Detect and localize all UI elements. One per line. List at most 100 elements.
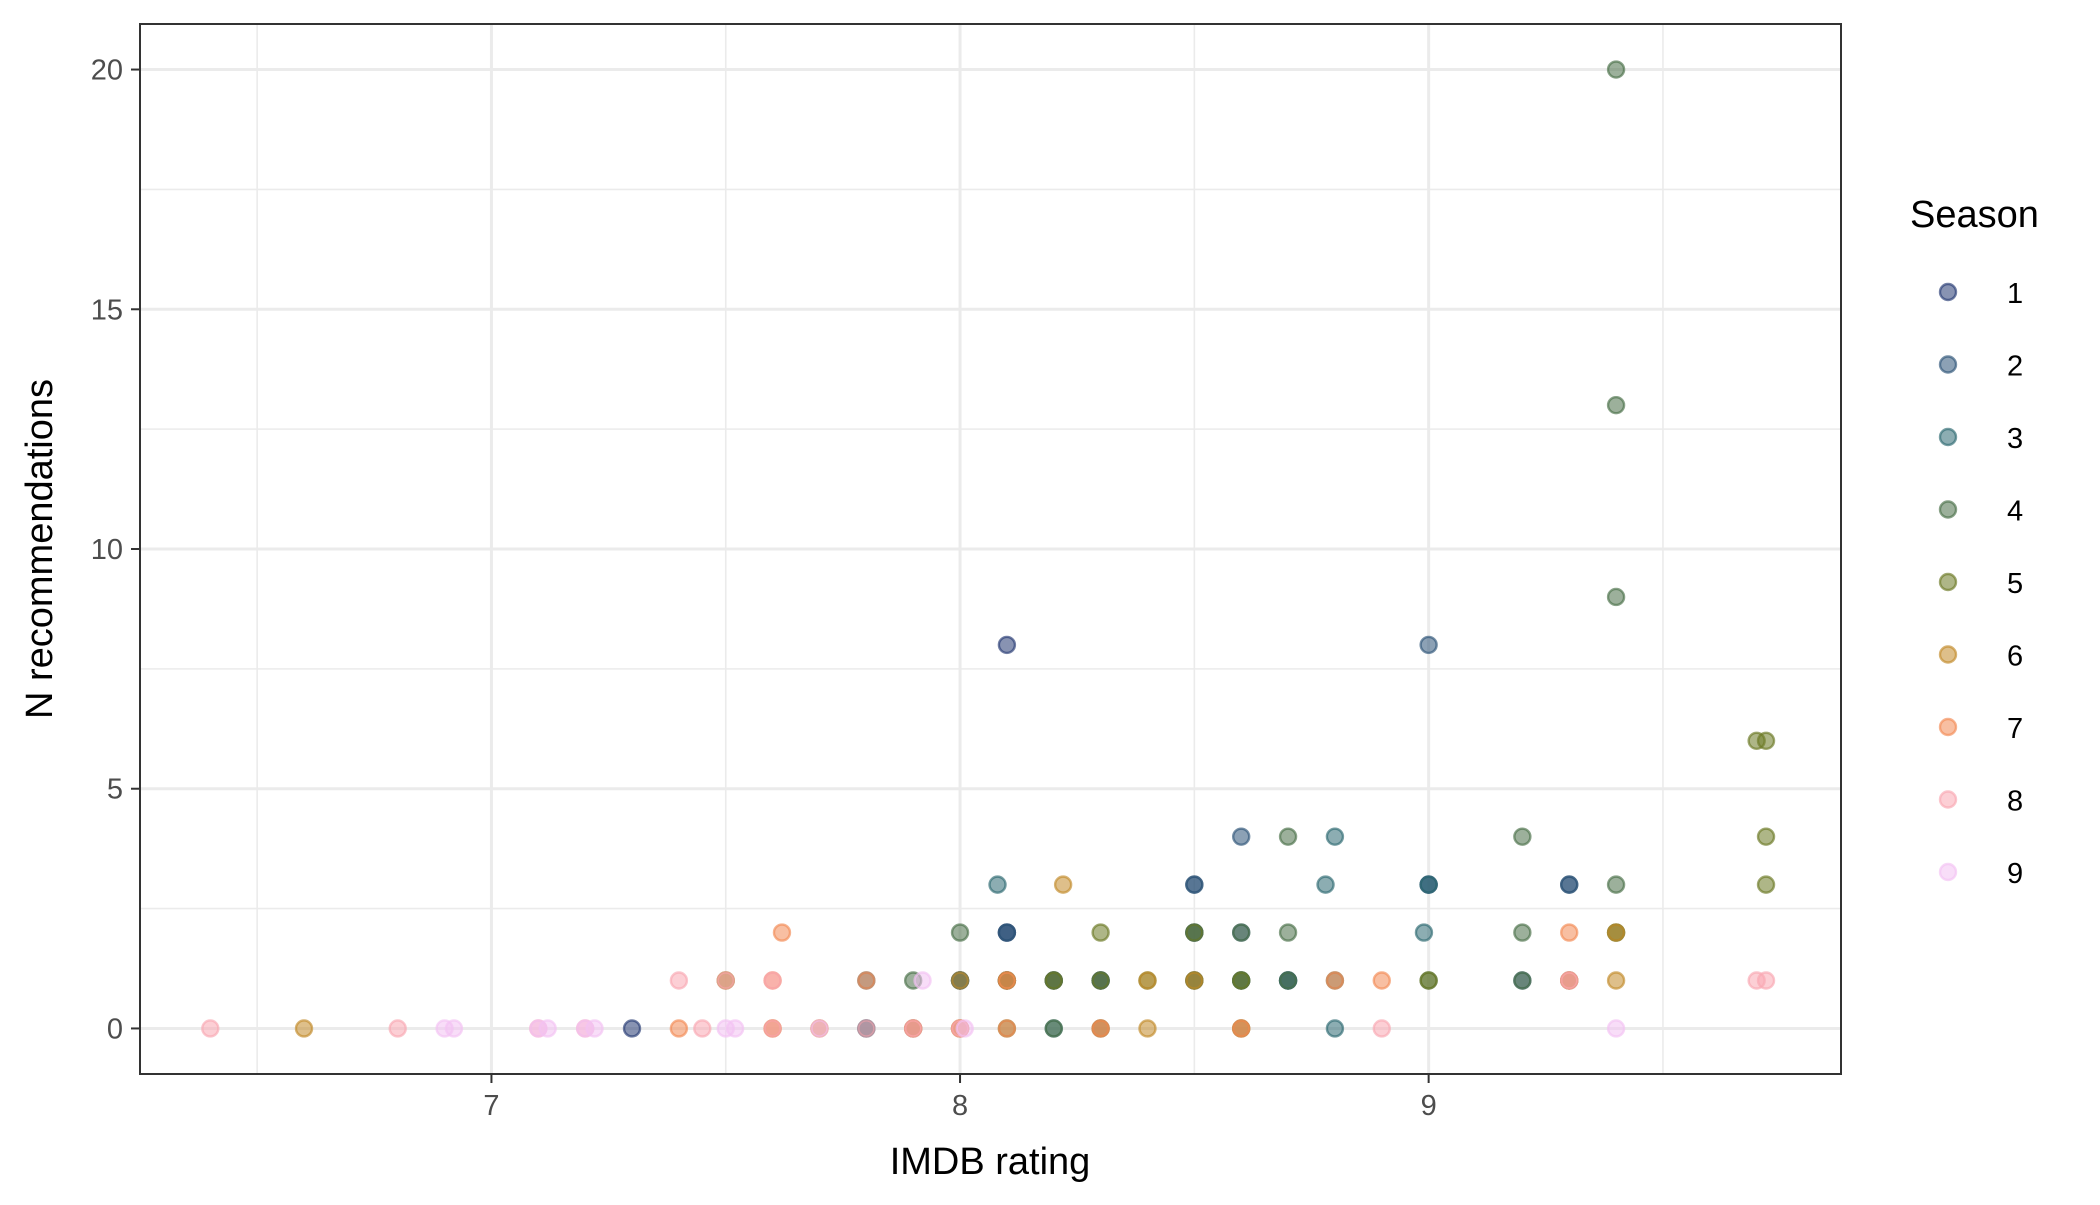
data-point-season-4 bbox=[1278, 827, 1298, 846]
data-point-season-5 bbox=[1756, 731, 1776, 750]
data-point-season-3 bbox=[988, 875, 1007, 894]
data-point-season-8 bbox=[857, 1019, 876, 1038]
legend-key-season-9 bbox=[1938, 862, 1958, 882]
data-point-season-7 bbox=[1091, 1019, 1110, 1038]
data-point-season-9 bbox=[955, 1019, 974, 1038]
data-point-season-5 bbox=[1044, 971, 1063, 990]
data-point-season-5 bbox=[1185, 923, 1204, 942]
legend-key-season-8 bbox=[1938, 790, 1958, 809]
points-layer bbox=[201, 60, 1776, 1038]
legend-label-season-6: 6 bbox=[2007, 641, 2023, 673]
data-point-season-7 bbox=[997, 971, 1017, 990]
ticks-layer: 7 8 9 0 5 10 15 20 bbox=[91, 55, 1437, 1122]
legend-key-season-3 bbox=[1938, 427, 1958, 447]
legend-label-season-3: 3 bbox=[2007, 423, 2023, 455]
y-axis-title: N recommendations bbox=[19, 379, 61, 719]
y-tick-label: 20 bbox=[91, 55, 123, 87]
x-tick-label: 8 bbox=[952, 1090, 968, 1122]
data-point-season-2 bbox=[1185, 875, 1204, 894]
y-tick-label: 15 bbox=[91, 294, 123, 326]
data-point-season-9 bbox=[810, 1019, 829, 1038]
data-point-season-7 bbox=[669, 1019, 689, 1038]
data-point-season-9 bbox=[725, 1019, 745, 1038]
data-point-season-7 bbox=[1325, 971, 1345, 990]
legend-key-season-5 bbox=[1938, 572, 1958, 592]
legend-title: Season bbox=[1910, 194, 2039, 236]
grid-layer bbox=[140, 24, 1841, 1074]
data-point-season-4 bbox=[1278, 923, 1298, 942]
data-point-season-2 bbox=[1560, 875, 1579, 894]
data-point-season-3 bbox=[1325, 1019, 1345, 1038]
data-point-season-6 bbox=[1138, 1019, 1157, 1038]
data-point-season-2 bbox=[997, 923, 1017, 942]
data-point-season-7 bbox=[1372, 971, 1391, 990]
data-point-season-8 bbox=[1560, 971, 1579, 990]
data-point-season-7 bbox=[1560, 923, 1579, 942]
data-point-season-3 bbox=[1419, 875, 1438, 894]
data-point-season-9 bbox=[538, 1019, 557, 1038]
data-point-season-4 bbox=[1606, 60, 1626, 79]
data-point-season-8 bbox=[903, 1019, 923, 1038]
data-point-season-6 bbox=[950, 971, 970, 990]
data-point-season-8 bbox=[1756, 971, 1776, 990]
data-point-season-9 bbox=[913, 971, 932, 990]
data-point-season-5 bbox=[1231, 971, 1251, 990]
data-point-season-8 bbox=[763, 1019, 782, 1038]
data-point-season-6 bbox=[1185, 971, 1204, 990]
legend-label-season-9: 9 bbox=[2007, 858, 2023, 890]
legend-key-season-2 bbox=[1938, 355, 1958, 374]
data-point-season-4 bbox=[1278, 971, 1298, 990]
data-point-season-4 bbox=[1606, 875, 1626, 894]
data-point-season-4 bbox=[1231, 923, 1251, 942]
data-point-season-6 bbox=[1053, 875, 1073, 894]
legend-label-season-4: 4 bbox=[2007, 496, 2023, 528]
y-tick-label: 5 bbox=[107, 774, 123, 806]
x-axis-title: IMDB rating bbox=[890, 1141, 1091, 1183]
legend-label-season-2: 2 bbox=[2007, 351, 2023, 383]
data-point-season-6 bbox=[1138, 971, 1157, 990]
y-tick-label: 0 bbox=[107, 1013, 123, 1045]
legend-key-season-6 bbox=[1938, 645, 1958, 664]
data-point-season-8 bbox=[716, 971, 735, 990]
data-point-season-1 bbox=[622, 1019, 642, 1038]
data-point-season-4 bbox=[1606, 587, 1626, 607]
data-point-season-3 bbox=[1316, 875, 1335, 894]
data-point-season-1 bbox=[997, 635, 1017, 655]
data-point-season-8 bbox=[201, 1019, 220, 1038]
data-point-season-4 bbox=[1606, 395, 1626, 415]
data-point-season-6 bbox=[294, 1019, 314, 1038]
data-point-season-8 bbox=[763, 971, 782, 990]
data-point-season-8 bbox=[669, 971, 689, 990]
x-tick-label: 9 bbox=[1421, 1090, 1437, 1122]
x-tick-label: 7 bbox=[483, 1090, 499, 1122]
data-point-season-5 bbox=[1091, 971, 1110, 990]
data-point-season-5 bbox=[1091, 923, 1110, 942]
legend-label-season-7: 7 bbox=[2007, 713, 2023, 745]
data-point-season-8 bbox=[1372, 1019, 1391, 1038]
data-point-season-2 bbox=[1419, 635, 1438, 655]
data-point-season-5 bbox=[1756, 827, 1776, 846]
data-point-season-7 bbox=[857, 971, 876, 990]
legend-label-season-5: 5 bbox=[2007, 568, 2023, 600]
data-point-season-7 bbox=[1231, 1019, 1251, 1038]
legend: Season 1 2 3 4 5 6 7 8 9 bbox=[1910, 194, 2039, 890]
data-point-season-9 bbox=[1606, 1019, 1626, 1038]
data-point-season-3 bbox=[1414, 923, 1434, 942]
data-point-season-7 bbox=[997, 1019, 1017, 1038]
data-point-season-4 bbox=[1513, 923, 1532, 942]
legend-key-season-7 bbox=[1938, 717, 1958, 737]
data-point-season-4 bbox=[1513, 971, 1532, 990]
legend-key-season-1 bbox=[1938, 282, 1958, 302]
data-point-season-5 bbox=[1756, 875, 1776, 894]
data-point-season-5 bbox=[1419, 971, 1438, 990]
data-point-season-8 bbox=[693, 1019, 712, 1038]
data-point-season-9 bbox=[585, 1019, 604, 1038]
data-point-season-7 bbox=[772, 923, 792, 942]
legend-key-season-4 bbox=[1938, 500, 1958, 519]
data-point-season-2 bbox=[1231, 827, 1251, 846]
data-point-season-9 bbox=[444, 1019, 464, 1038]
y-tick-label: 10 bbox=[91, 534, 123, 566]
data-point-season-4 bbox=[1513, 827, 1532, 846]
